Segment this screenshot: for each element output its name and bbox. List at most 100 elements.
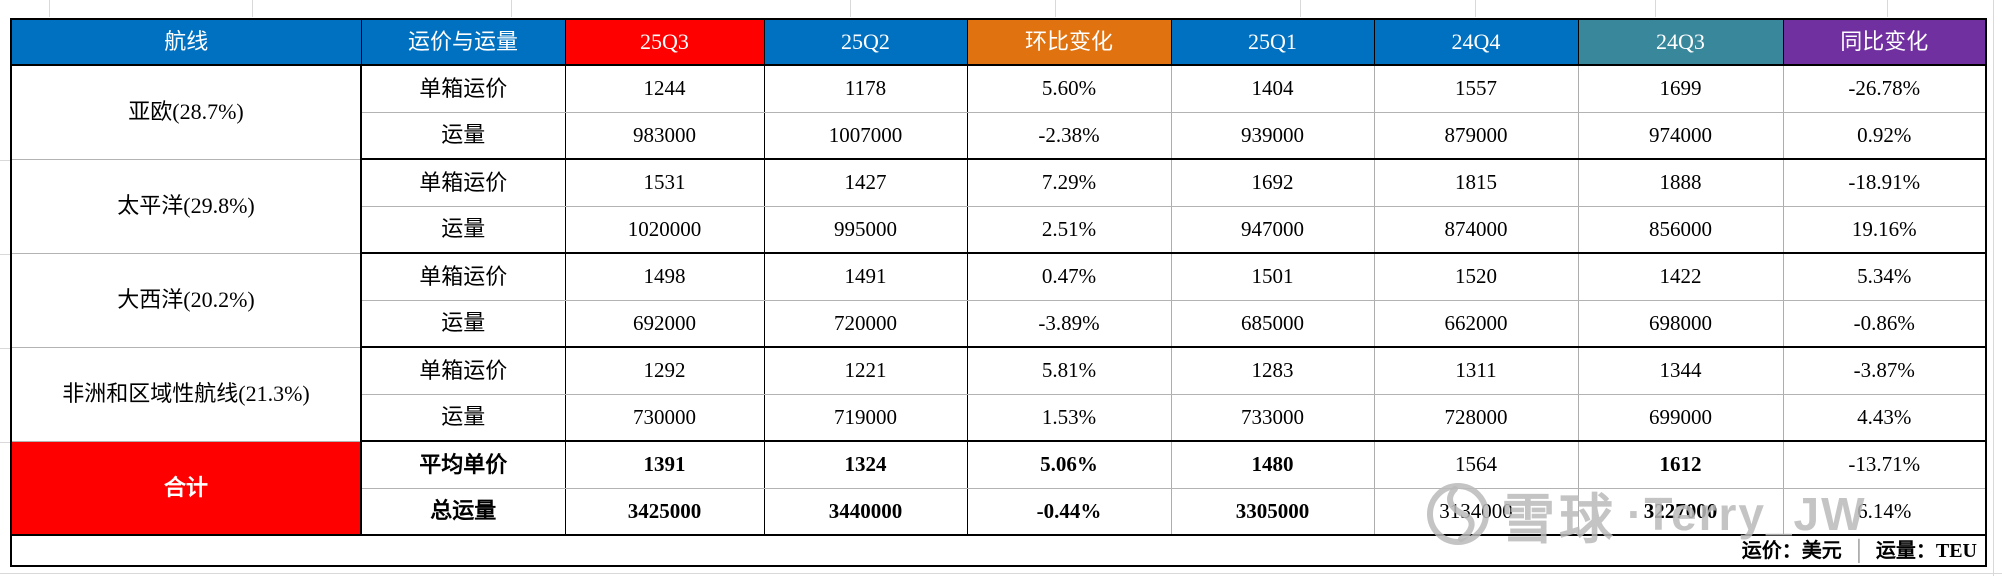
value-cell: 1531	[565, 159, 765, 207]
sheet-gridline	[49, 0, 50, 17]
value-cell: 728000	[1374, 394, 1579, 442]
value-cell: 3425000	[565, 488, 765, 536]
header-cell-24q4: 24Q4	[1373, 18, 1579, 66]
value-cell: -3.89%	[967, 300, 1172, 348]
value-cell: 1480	[1171, 441, 1375, 489]
value-cell: 1692	[1171, 159, 1375, 207]
sheet-gridline	[0, 442, 10, 443]
route-cell: 非洲和区域性航线(21.3%)	[10, 347, 362, 442]
table-row: 大西洋(20.2%) 单箱运价 1498 1491 0.47% 1501 152…	[10, 253, 1986, 348]
route-cell: 大西洋(20.2%)	[10, 253, 362, 348]
value-cell: 1007000	[764, 112, 968, 160]
value-cell: 5.60%	[967, 65, 1172, 113]
value-cell: 856000	[1578, 206, 1784, 254]
value-cell: 5.81%	[967, 347, 1172, 395]
value-cell: 0.92%	[1783, 112, 1986, 160]
value-cell: 7.29%	[967, 159, 1172, 207]
value-cell: 1404	[1171, 65, 1375, 113]
table-row: 运量 730000 719000 1.53% 733000 728000 699…	[11, 394, 1986, 442]
sheet-gridline	[1300, 0, 1301, 17]
value-cell: -0.44%	[967, 488, 1172, 536]
value-cell: 995000	[764, 206, 968, 254]
value-cell: 19.16%	[1783, 206, 1986, 254]
value-cell: 1557	[1374, 65, 1579, 113]
value-cell: 1699	[1578, 65, 1784, 113]
table-row: 运量 983000 1007000 -2.38% 939000 879000 9…	[11, 112, 1986, 160]
header-cell-25q1: 25Q1	[1170, 18, 1375, 66]
value-cell: 6.14%	[1783, 488, 1986, 536]
freight-rate-volume-table: 航线 运价与运量 25Q3 25Q2 环比变化 25Q1 24Q4 24Q3 同…	[10, 18, 1987, 567]
sheet-gridline	[252, 0, 253, 17]
value-cell: 939000	[1171, 112, 1375, 160]
value-cell: 1292	[565, 347, 765, 395]
metric-cell: 总运量	[361, 488, 566, 536]
table-row-total: 合计 平均单价 1391 1324 5.06% 1480 1564 1612 -…	[10, 441, 1986, 536]
value-cell: 1178	[764, 65, 968, 113]
units-note-volume: 运量：TEU	[1875, 539, 1977, 562]
value-cell: 3227000	[1578, 488, 1784, 536]
value-cell: 1564	[1374, 441, 1579, 489]
sheet-gridline	[850, 0, 851, 17]
sheet-gridline	[0, 348, 10, 349]
value-cell: 699000	[1578, 394, 1784, 442]
metric-cell: 单箱运价	[361, 253, 566, 301]
units-note-separator: │	[1851, 539, 1866, 562]
value-cell: 3134000	[1374, 488, 1579, 536]
metric-cell: 运量	[361, 112, 566, 160]
value-cell: 4.43%	[1783, 394, 1986, 442]
metric-cell: 单箱运价	[361, 65, 566, 113]
value-cell: 3440000	[764, 488, 968, 536]
value-cell: 1491	[764, 253, 968, 301]
header-cell-25q3: 25Q3	[564, 18, 765, 66]
header-cell-measure: 运价与运量	[360, 18, 566, 66]
value-cell: 730000	[565, 394, 765, 442]
value-cell: 1501	[1171, 253, 1375, 301]
value-cell: 1311	[1374, 347, 1579, 395]
value-cell: 685000	[1171, 300, 1375, 348]
header-cell-qoq: 环比变化	[966, 18, 1172, 66]
value-cell: 3305000	[1171, 488, 1375, 536]
value-cell: 692000	[565, 300, 765, 348]
value-cell: 719000	[764, 394, 968, 442]
sheet-gridline	[1993, 0, 1994, 576]
value-cell: 983000	[565, 112, 765, 160]
value-cell: -2.38%	[967, 112, 1172, 160]
value-cell: 1612	[1578, 441, 1784, 489]
sheet-gridline	[0, 160, 10, 161]
value-cell: 1888	[1578, 159, 1784, 207]
value-cell: -0.86%	[1783, 300, 1986, 348]
header-cell-yoy: 同比变化	[1782, 18, 1987, 66]
value-cell: 1.53%	[967, 394, 1172, 442]
value-cell: 1520	[1374, 253, 1579, 301]
value-cell: 1221	[764, 347, 968, 395]
total-route-cell: 合计	[10, 441, 362, 536]
value-cell: 1324	[764, 441, 968, 489]
table-row: 太平洋(29.8%) 单箱运价 1531 1427 7.29% 1692 181…	[10, 159, 1986, 254]
units-note-freight: 运价：美元	[1741, 539, 1842, 562]
header-cell-24q3: 24Q3	[1577, 18, 1784, 66]
value-cell: 879000	[1374, 112, 1579, 160]
value-cell: 5.34%	[1783, 253, 1986, 301]
value-cell: -26.78%	[1783, 65, 1986, 113]
value-cell: 1244	[565, 65, 765, 113]
table-row: 亚欧(28.7%) 单箱运价 1244 1178 5.60% 1404 1557…	[10, 65, 1986, 160]
metric-cell: 运量	[361, 300, 566, 348]
value-cell: 974000	[1578, 112, 1784, 160]
table-row: 运量 1020000 995000 2.51% 947000 874000 85…	[11, 206, 1986, 254]
value-cell: 662000	[1374, 300, 1579, 348]
sheet-gridline	[0, 254, 10, 255]
table-row: 非洲和区域性航线(21.3%) 单箱运价 1292 1221 5.81% 128…	[10, 347, 1986, 442]
value-cell: 2.51%	[967, 206, 1172, 254]
sheet-gridline	[511, 0, 512, 17]
header-cell-route: 航线	[10, 18, 362, 66]
value-cell: 1815	[1374, 159, 1579, 207]
metric-cell: 单箱运价	[361, 347, 566, 395]
metric-cell: 运量	[361, 394, 566, 442]
metric-cell: 单箱运价	[361, 159, 566, 207]
value-cell: 1283	[1171, 347, 1375, 395]
table-row: 运量 692000 720000 -3.89% 685000 662000 69…	[11, 300, 1986, 348]
metric-cell: 平均单价	[361, 441, 566, 489]
sheet-gridline	[1475, 0, 1476, 17]
table-footer-row: 运价：美元 │ 运量：TEU	[10, 534, 1987, 567]
value-cell: 698000	[1578, 300, 1784, 348]
